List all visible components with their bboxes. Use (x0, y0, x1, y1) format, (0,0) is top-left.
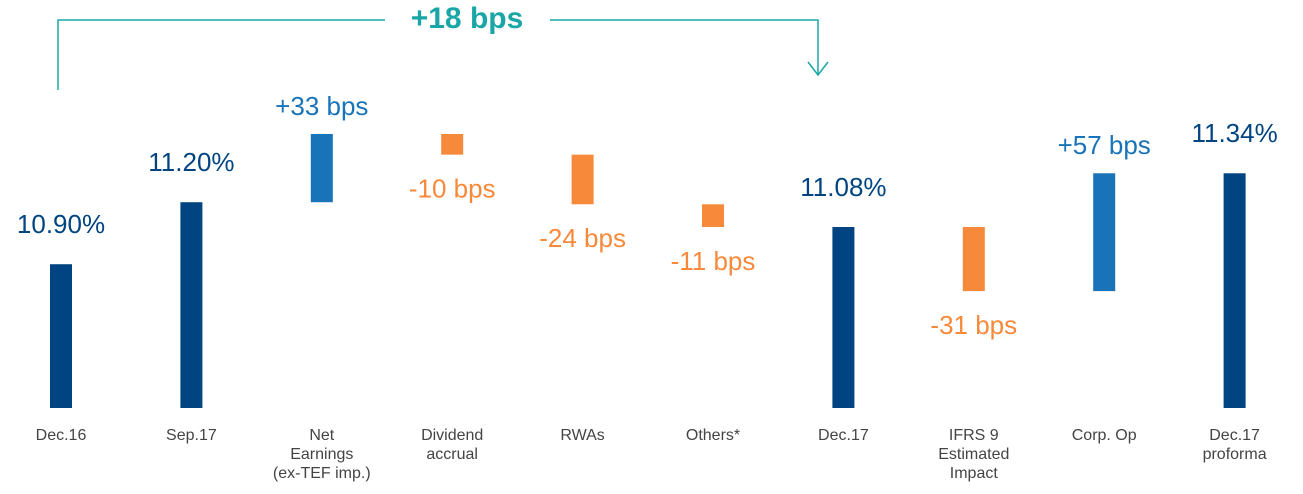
bar (50, 264, 72, 408)
value-label: 11.34% (1191, 118, 1277, 148)
x-tick-label: Dividend (421, 427, 483, 444)
bracket-line (57, 19, 385, 90)
x-tick-label: Net (309, 427, 334, 444)
bracket-line (550, 19, 819, 74)
value-label: 11.08% (800, 172, 886, 202)
bar (1093, 173, 1116, 292)
value-label: +33 bps (275, 91, 368, 121)
bar (962, 227, 985, 292)
bar (441, 134, 464, 155)
bar (832, 227, 855, 408)
x-tick-label: (ex-TEF imp.) (273, 465, 371, 482)
x-tick-label: Impact (950, 465, 999, 482)
value-label: 10.90% (17, 209, 105, 239)
bar (180, 202, 203, 408)
value-label: -11 bps (671, 246, 756, 276)
bar (571, 154, 594, 205)
value-label: 11.20% (148, 147, 234, 177)
x-tick-label: proforma (1203, 446, 1267, 463)
x-tick-label: IFRS 9 (949, 427, 999, 444)
value-label: -24 bps (539, 223, 626, 253)
x-tick-label: Dec.17 (1209, 427, 1260, 444)
bracket-arrow (807, 61, 829, 77)
x-tick-label: Sep.17 (166, 427, 217, 444)
x-tick-label: Dec.16 (36, 427, 87, 444)
x-tick-label: RWAs (560, 427, 604, 444)
x-tick-label: Dec.17 (818, 427, 869, 444)
annotation: +18 bps (411, 2, 524, 35)
x-tick-label: Corp. Op (1072, 427, 1137, 444)
value-label: -10 bps (409, 174, 496, 204)
bar (702, 204, 724, 228)
bar (1223, 173, 1246, 408)
bracket (57, 19, 829, 90)
x-tick-label: Estimated (938, 446, 1009, 463)
x-tick-label: Earnings (290, 446, 353, 463)
bar (310, 134, 333, 203)
x-tick-label: accrual (426, 446, 478, 463)
x-tick-label: Others* (686, 427, 740, 444)
value-label: -31 bps (930, 310, 1017, 340)
value-label: +57 bps (1058, 130, 1151, 160)
